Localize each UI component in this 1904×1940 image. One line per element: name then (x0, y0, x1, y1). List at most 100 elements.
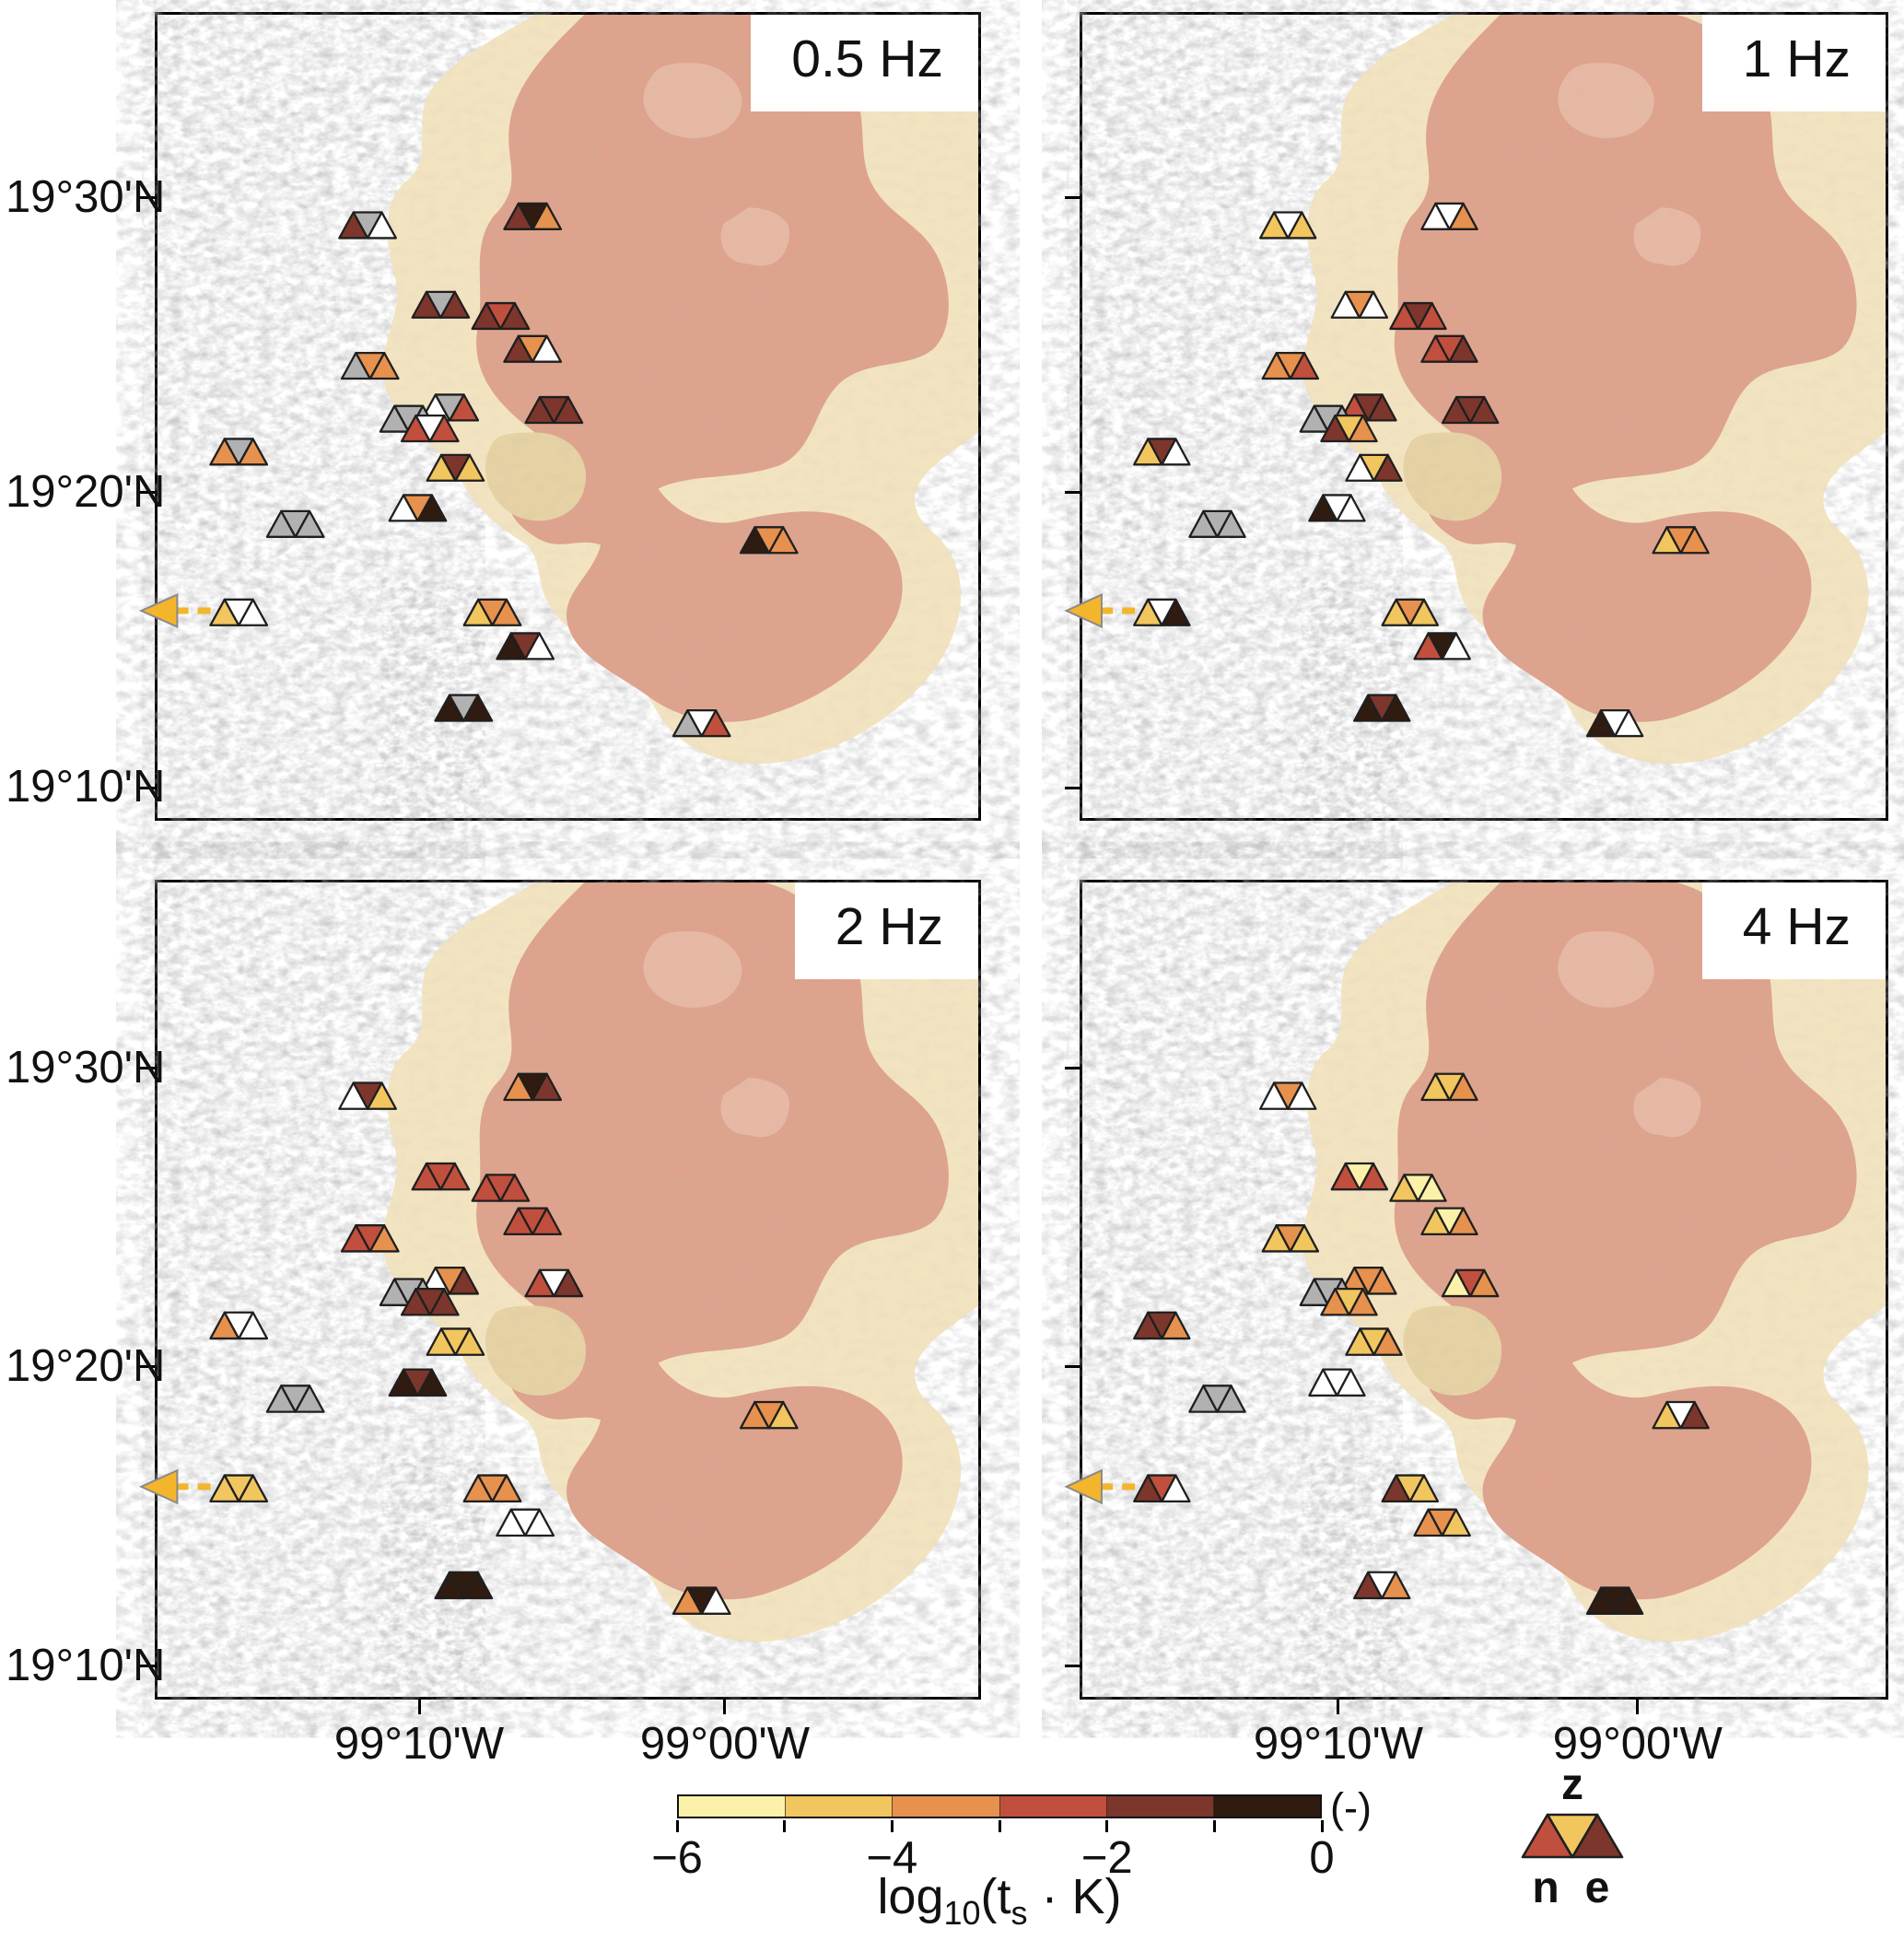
station-marker (390, 495, 446, 520)
station-marker (1346, 455, 1401, 481)
legend-station-marker (1523, 1815, 1622, 1857)
station-marker (1309, 1370, 1364, 1396)
colorbar-title-pre: log (877, 1869, 944, 1924)
station-marker (526, 1270, 582, 1296)
map-panel-1hz: 1 Hz (1080, 12, 1888, 821)
lat-tick-label: 19°20'N (6, 1340, 166, 1391)
station-marker (1421, 1074, 1477, 1100)
colorbar-tick (675, 1820, 679, 1832)
station-marker (390, 1370, 446, 1396)
lat-tick-label: 19°30'N (6, 1042, 166, 1093)
lat-tick-label: 19°30'N (6, 171, 166, 222)
station-marker (1383, 1476, 1438, 1502)
colorbar-tick (890, 1820, 894, 1832)
station-marker (413, 1163, 469, 1189)
station-marker (1421, 336, 1477, 362)
colorbar-title-subs: s (1010, 1893, 1028, 1932)
frequency-label: 2 Hz (794, 882, 978, 979)
station-marker (1189, 1385, 1244, 1411)
station-marker (673, 710, 730, 736)
station-marker (339, 213, 395, 239)
map-canvas (158, 15, 978, 818)
station-marker (1415, 1510, 1470, 1536)
station-marker (402, 1289, 458, 1315)
lat-tick-label: 19°10'N (6, 762, 166, 812)
map-panel-0.5hz: 0.5 Hz (155, 12, 981, 821)
station-marker (496, 633, 553, 659)
station-marker (210, 600, 266, 625)
lat-tick-label: 19°20'N (6, 466, 166, 517)
station-marker (1421, 1209, 1477, 1234)
station-marker (1354, 695, 1409, 721)
lat-tick (140, 196, 155, 200)
station-marker (1354, 1572, 1409, 1598)
station-markers-layer (1134, 204, 1708, 736)
station-marker (427, 1328, 484, 1354)
station-marker (267, 1385, 323, 1411)
station-marker (673, 1588, 730, 1614)
station-marker (1260, 1082, 1315, 1108)
frequency-label: 1 Hz (1701, 15, 1886, 111)
marker-legend (1513, 1809, 1632, 1861)
station-marker (1332, 1163, 1387, 1189)
lat-tick (1065, 1665, 1080, 1667)
station-marker (1260, 213, 1315, 239)
colorbar-title: log10(ts · K) (677, 1872, 1322, 1930)
station-marker (504, 1074, 560, 1100)
station-marker (473, 303, 529, 329)
station-marker (504, 1209, 560, 1234)
lat-tick (1065, 1365, 1080, 1369)
colorbar-unit-label: (-) (1330, 1784, 1372, 1831)
station-marker (1383, 600, 1438, 625)
lat-tick (1065, 196, 1080, 200)
lat-tick (140, 1665, 155, 1667)
lat-tick-label: 19°10'N (6, 1640, 166, 1690)
station-marker (210, 438, 266, 464)
colorbar-tick-label: −6 (651, 1833, 703, 1883)
station-marker (741, 1402, 797, 1428)
lat-tick (1065, 491, 1080, 495)
station-marker (1653, 527, 1709, 553)
map-canvas (1082, 882, 1886, 1697)
station-marker (1321, 1289, 1376, 1315)
station-marker (1134, 600, 1189, 625)
lon-tick-label: 99°10'W (1253, 1719, 1424, 1769)
colorbar-tick (783, 1820, 787, 1832)
station-marker (1390, 303, 1445, 329)
station-marker (342, 1225, 398, 1251)
station-marker (427, 455, 484, 481)
station-marker (1263, 353, 1318, 379)
station-marker (267, 511, 323, 537)
station-marker (1653, 1402, 1709, 1428)
lon-tick (1337, 1700, 1340, 1714)
lat-tick (140, 1067, 155, 1070)
station-marker (436, 695, 492, 721)
colorbar-segment (786, 1796, 894, 1817)
station-marker (473, 1175, 529, 1200)
map-canvas (1082, 15, 1886, 818)
colorbar-tick (1105, 1820, 1109, 1832)
station-marker (526, 397, 582, 423)
colorbar-tick-label: −2 (1080, 1833, 1133, 1883)
colorbar-tick (1320, 1820, 1324, 1832)
station-marker (1309, 495, 1364, 520)
station-marker (1587, 710, 1642, 736)
legend-label-e: e (1584, 1864, 1610, 1912)
station-marker (1332, 292, 1387, 318)
colorbar-tick (998, 1820, 1001, 1832)
station-marker (1415, 633, 1470, 659)
colorbar-title-mid: (t (980, 1869, 1011, 1924)
station-marker (1134, 1313, 1189, 1338)
frequency-label: 0.5 Hz (751, 15, 978, 111)
station-marker (342, 353, 398, 379)
legend-label-z: z (1561, 1760, 1583, 1809)
station-marker (1587, 1588, 1642, 1614)
lon-tick (723, 1700, 727, 1714)
station-marker (504, 336, 560, 362)
map-panel-2hz: 2 Hz (155, 880, 981, 1700)
colorbar-segment (1213, 1796, 1321, 1817)
station-marker (1134, 1476, 1189, 1502)
lat-tick (1065, 1067, 1080, 1070)
colorbar-tick-label: −4 (866, 1833, 918, 1883)
station-marker (464, 1476, 520, 1502)
